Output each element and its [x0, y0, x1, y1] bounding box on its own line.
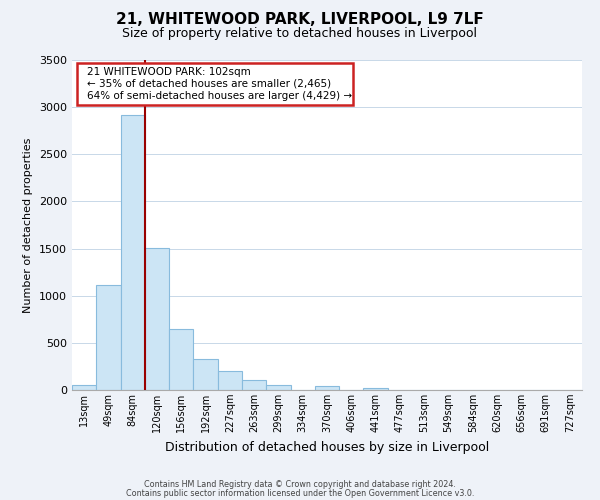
- Bar: [193, 359, 218, 390]
- Bar: [121, 114, 145, 390]
- Text: Contains public sector information licensed under the Open Government Licence v3: Contains public sector information licen…: [126, 489, 474, 498]
- Bar: [266, 385, 290, 390]
- FancyBboxPatch shape: [77, 64, 353, 104]
- Bar: [169, 328, 193, 390]
- Text: 21 WHITEWOOD PARK: 102sqm: 21 WHITEWOOD PARK: 102sqm: [88, 66, 251, 76]
- Bar: [315, 386, 339, 390]
- X-axis label: Distribution of detached houses by size in Liverpool: Distribution of detached houses by size …: [165, 440, 489, 454]
- Y-axis label: Number of detached properties: Number of detached properties: [23, 138, 34, 312]
- Bar: [242, 380, 266, 390]
- Text: 21, WHITEWOOD PARK, LIVERPOOL, L9 7LF: 21, WHITEWOOD PARK, LIVERPOOL, L9 7LF: [116, 12, 484, 28]
- Bar: [218, 371, 242, 390]
- Text: Contains HM Land Registry data © Crown copyright and database right 2024.: Contains HM Land Registry data © Crown c…: [144, 480, 456, 489]
- Text: Size of property relative to detached houses in Liverpool: Size of property relative to detached ho…: [122, 28, 478, 40]
- Bar: [364, 388, 388, 390]
- Bar: [72, 386, 96, 390]
- Text: 64% of semi-detached houses are larger (4,429) →: 64% of semi-detached houses are larger (…: [88, 92, 352, 102]
- Bar: [145, 248, 169, 390]
- Bar: [96, 286, 121, 390]
- Text: ← 35% of detached houses are smaller (2,465): ← 35% of detached houses are smaller (2,…: [88, 78, 331, 88]
